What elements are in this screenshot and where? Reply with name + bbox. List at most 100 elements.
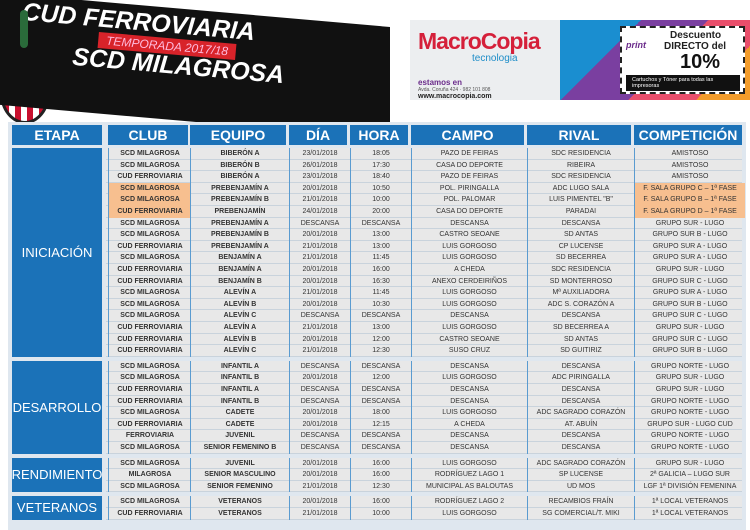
cell-club: SCD MILAGROSA: [108, 148, 191, 160]
cell-equipo: BENJAMÍN A: [190, 264, 289, 276]
cell-dia: DESCANSA: [289, 384, 350, 396]
table-row: SCD MILAGROSA BENJAMÍN A 21/01/2018 11:45 LU…: [106, 252, 742, 264]
cell-dia: 21/01/2018: [289, 240, 350, 253]
cell-club: MILAGROSA: [108, 469, 191, 481]
coupon-desc1: Descuento: [670, 30, 722, 41]
cell-dia: 20/01/2018: [289, 457, 350, 470]
cell-competicion: GRUPO SUR - LUGO: [634, 217, 745, 230]
cell-campo: POL. PIRINGALLA: [411, 182, 527, 195]
table-row: SCD MILAGROSA ALEVÍN B 20/01/2018 10:30 LUIS…: [106, 298, 745, 311]
sponsor-web: www.macrocopia.com: [418, 93, 492, 100]
cell-campo: LUIS GORGOSO: [411, 298, 527, 311]
cell-club: SCD MILAGROSA: [108, 217, 191, 230]
cell-dia: 20/01/2018: [289, 372, 350, 384]
coupon-percent: 10%: [680, 51, 721, 73]
cell-equipo: SENIOR FEMENINO B: [190, 442, 289, 454]
cell-rival: ADC PIRINGALLA: [527, 372, 634, 384]
cell-rival: SD BECERREA A: [527, 322, 634, 334]
cell-equipo: PREBENJAMÍN A: [190, 217, 289, 230]
cell-rival: UD MOS: [527, 480, 634, 493]
cell-dia: 20/01/2018: [289, 298, 350, 311]
table-row: SCD MILAGROSA INFANTIL A DESCANSA DESCANSA D…: [106, 360, 742, 373]
cell-rival: DESCANSA: [527, 217, 634, 230]
cell-competicion: GRUPO SUR C - LUGO: [634, 275, 745, 288]
cell-rival: DESCANSA: [527, 384, 634, 396]
header-equipo: EQUIPO: [190, 125, 286, 145]
cell-competicion: F. SALA GRUPO C – 1ª FASE: [634, 182, 745, 195]
cell-rival: ADC SAGRADO CORAZÓN: [527, 407, 634, 419]
cell-dia: 21/01/2018: [289, 480, 350, 493]
cell-club: CUD FERROVIARIA: [108, 275, 191, 288]
cell-dia: 24/01/2018: [289, 206, 350, 218]
cell-campo: DESCANSA: [411, 217, 527, 230]
cell-dia: DESCANSA: [289, 360, 350, 373]
discount-coupon: print Descuento DIRECTO del 10% Cartucho…: [620, 26, 745, 94]
etapa-2: RENDIMIENTO: [12, 457, 102, 493]
cell-dia: DESCANSA: [289, 217, 350, 230]
cell-club: SCD MILAGROSA: [108, 496, 191, 508]
cell-club: CUD FERROVIARIA: [108, 508, 191, 520]
cell-hora: 13:00: [350, 240, 411, 253]
cell-dia: 21/01/2018: [289, 252, 350, 264]
cell-rival: RIBEIRA: [527, 159, 634, 172]
cell-campo: SUSO CRUZ: [411, 345, 527, 357]
cell-equipo: JUVENIL: [190, 457, 289, 470]
cell-hora: DESCANSA: [350, 310, 411, 322]
cell-rival: ADC S. CORAZÓN A: [527, 298, 634, 311]
cell-rival: RECAMBIOS FRAÍN: [527, 496, 634, 508]
cell-club: SCD MILAGROSA: [108, 407, 191, 419]
cell-club: CUD FERROVIARIA: [108, 206, 191, 218]
cell-dia: 20/01/2018: [289, 407, 350, 419]
cell-competicion: GRUPO SUR B - LUGO: [634, 298, 745, 311]
header-hora: HORA: [350, 125, 408, 145]
cell-dia: 20/01/2018: [289, 469, 350, 481]
cell-club: SCD MILAGROSA: [108, 372, 191, 384]
cell-hora: 16:00: [350, 264, 411, 276]
cell-competicion: AMISTOSO: [634, 159, 745, 172]
table-row: CUD FERROVIARIA CADETE 20/01/2018 12:15 A CH…: [106, 418, 745, 431]
cell-rival: Mª AUXILIADORA: [527, 287, 634, 299]
cell-dia: 23/01/2018: [289, 148, 350, 160]
cell-competicion: GRUPO SUR - LUGO CUD: [634, 418, 745, 431]
cell-club: SCD MILAGROSA: [108, 457, 191, 470]
cell-equipo: BENJAMÍN A: [190, 252, 289, 264]
cell-club: CUD FERROVIARIA: [108, 345, 191, 357]
sponsor-estamos: estamos en: [418, 78, 463, 87]
sponsor-subtitle: tecnologia: [472, 53, 518, 64]
cell-competicion: GRUPO SUR C - LUGO: [634, 333, 745, 346]
cell-hora: DESCANSA: [350, 395, 411, 408]
cell-hora: 10:00: [350, 194, 411, 206]
table-row: CUD FERROVIARIA VETERANOS 21/01/2018 10:00 L…: [106, 508, 742, 520]
cell-rival: SP LUCENSE: [527, 469, 634, 481]
table-row: CUD FERROVIARIA BIBERÓN A 23/01/2018 18:40 P…: [106, 171, 742, 183]
cell-equipo: PREBENJAMÍN B: [190, 229, 289, 241]
table-row: SCD MILAGROSA SENIOR FEMENINO 21/01/2018 12…: [106, 480, 742, 493]
cell-hora: 13:00: [350, 229, 411, 241]
cell-campo: PAZO DE FEIRAS: [411, 171, 527, 183]
cell-hora: 18:05: [350, 148, 411, 160]
cell-dia: 20/01/2018: [289, 264, 350, 276]
sponsor-ad[interactable]: MacroCopia tecnologia estamos en Avda. C…: [410, 20, 750, 100]
cell-club: CUD FERROVIARIA: [108, 418, 191, 431]
table-row: CUD FERROVIARIA PREBENJAMÍN 24/01/2018 20:0…: [106, 206, 745, 218]
cell-hora: DESCANSA: [350, 217, 411, 230]
cell-campo: A CHEDA: [411, 418, 527, 431]
cell-equipo: INFANTIL A: [190, 384, 289, 396]
cell-hora: 12:00: [350, 333, 411, 346]
cell-competicion: GRUPO SUR A - LUGO: [634, 252, 745, 264]
cell-equipo: ALEVÍN A: [190, 322, 289, 334]
cell-hora: 13:00: [350, 322, 411, 334]
cell-competicion: GRUPO NORTE - LUGO: [634, 442, 745, 454]
cell-competicion: AMISTOSO: [634, 148, 745, 160]
cell-dia: DESCANSA: [289, 430, 350, 442]
cell-equipo: CADETE: [190, 407, 289, 419]
cell-equipo: BIBERÓN A: [190, 148, 289, 160]
cell-competicion: GRUPO SUR A - LUGO: [634, 240, 745, 253]
cell-club: SCD MILAGROSA: [108, 442, 191, 454]
cell-club: SCD MILAGROSA: [108, 287, 191, 299]
cell-dia: DESCANSA: [289, 310, 350, 322]
table-row: SCD MILAGROSA SENIOR FEMENINO B DESCANSA DE…: [106, 442, 742, 454]
cell-competicion: GRUPO NORTE - LUGO: [634, 395, 745, 408]
cell-club: CUD FERROVIARIA: [108, 333, 191, 346]
cell-hora: 10:00: [350, 508, 411, 520]
